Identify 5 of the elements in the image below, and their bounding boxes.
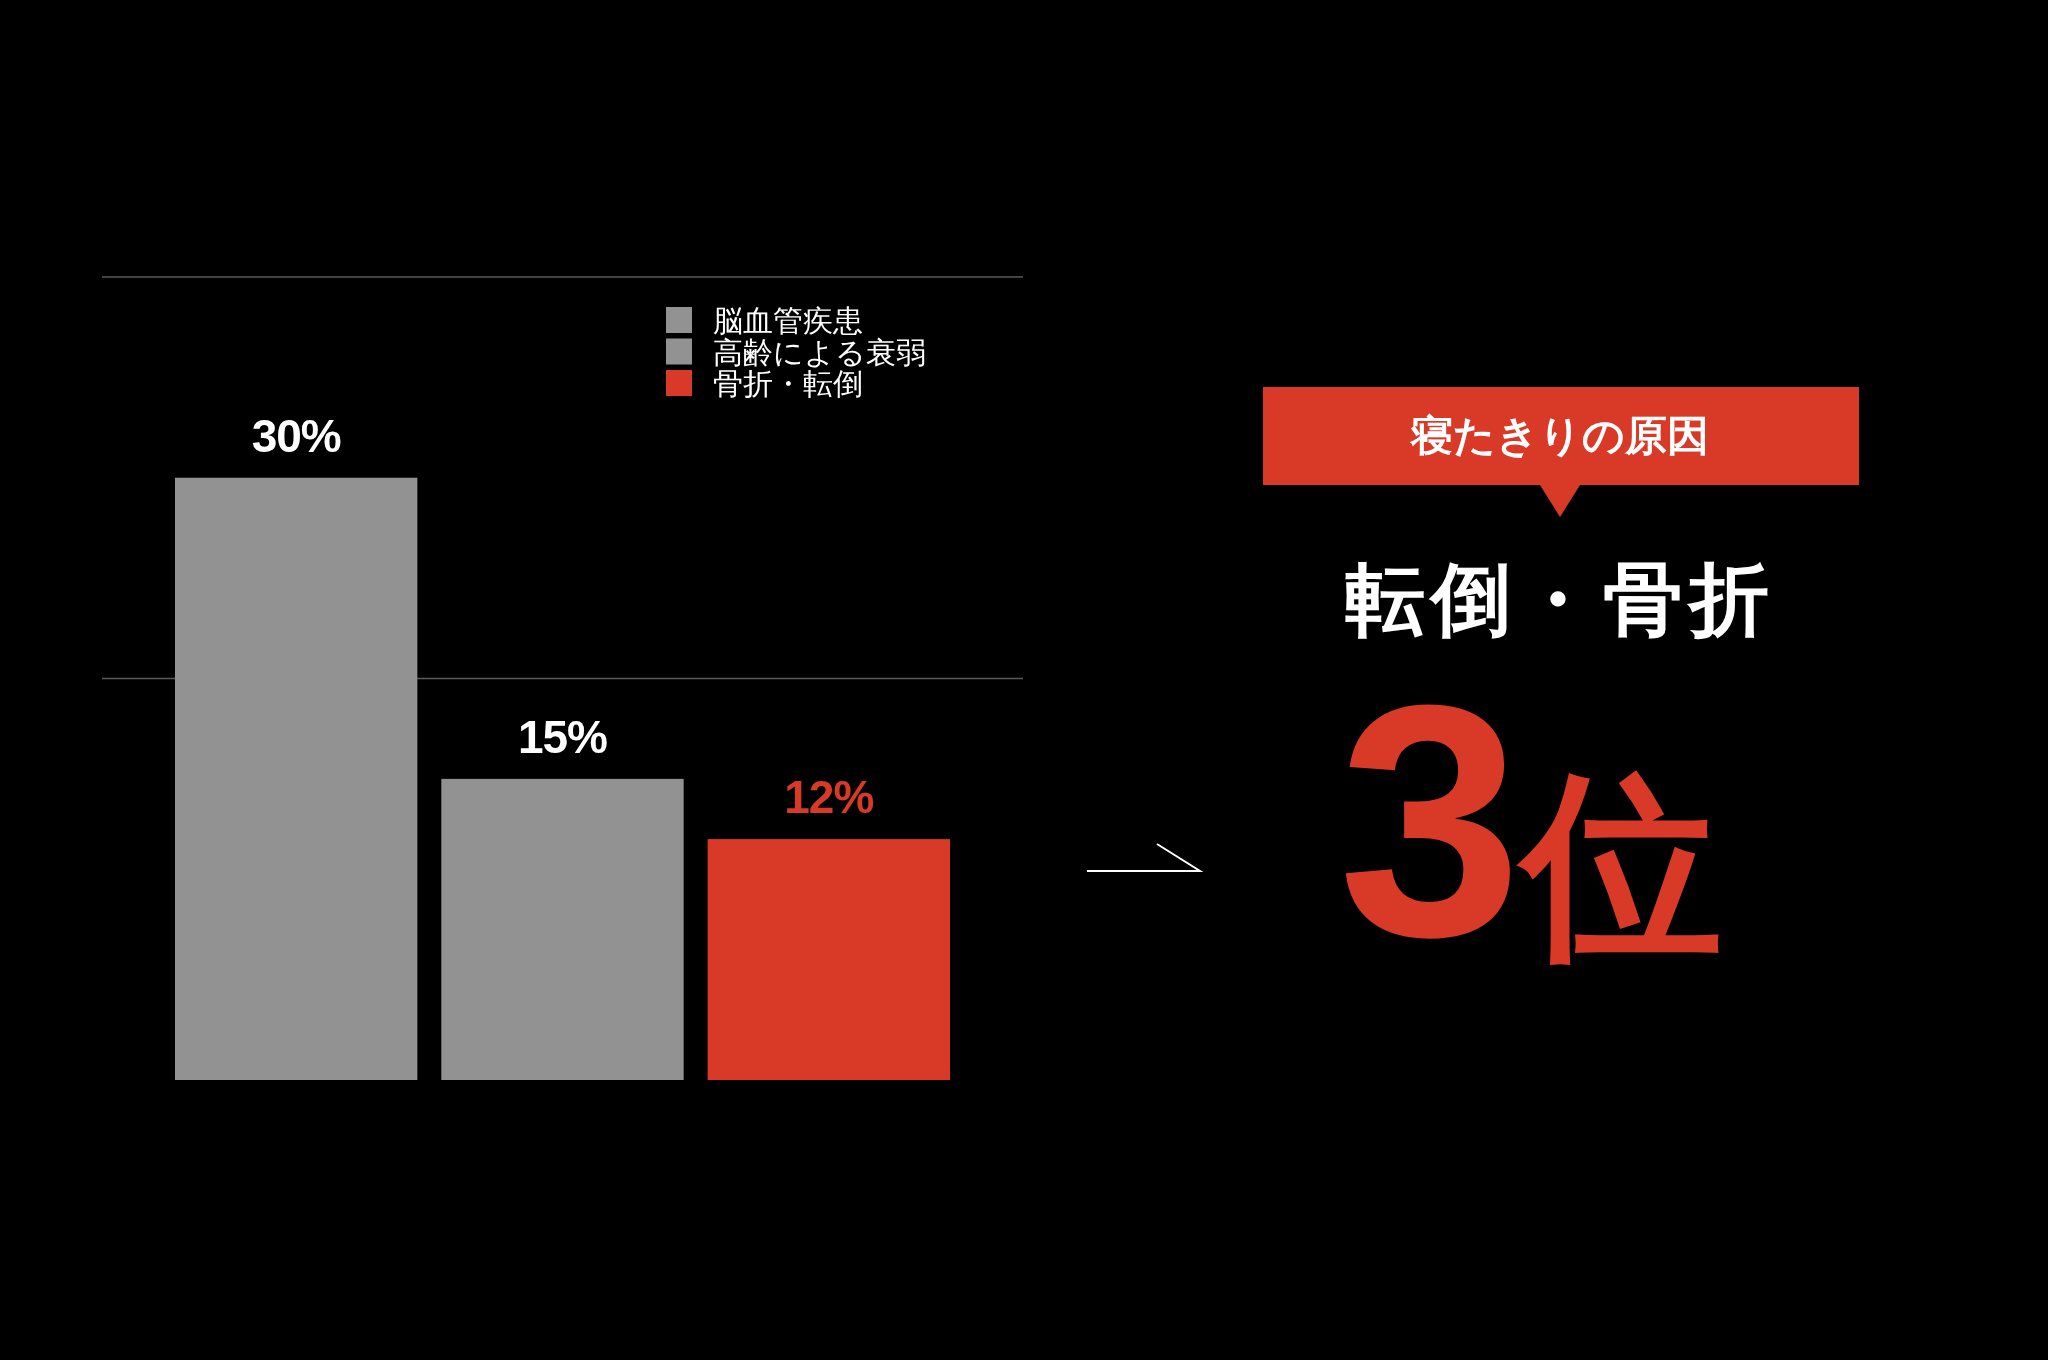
data-label: 30% bbox=[251, 409, 341, 462]
text: 転倒・骨折 bbox=[1345, 553, 1775, 646]
text: 寝たきりの原因 bbox=[1409, 411, 1709, 460]
data-label: 12% bbox=[784, 771, 874, 824]
data-label: 15% bbox=[517, 710, 608, 763]
